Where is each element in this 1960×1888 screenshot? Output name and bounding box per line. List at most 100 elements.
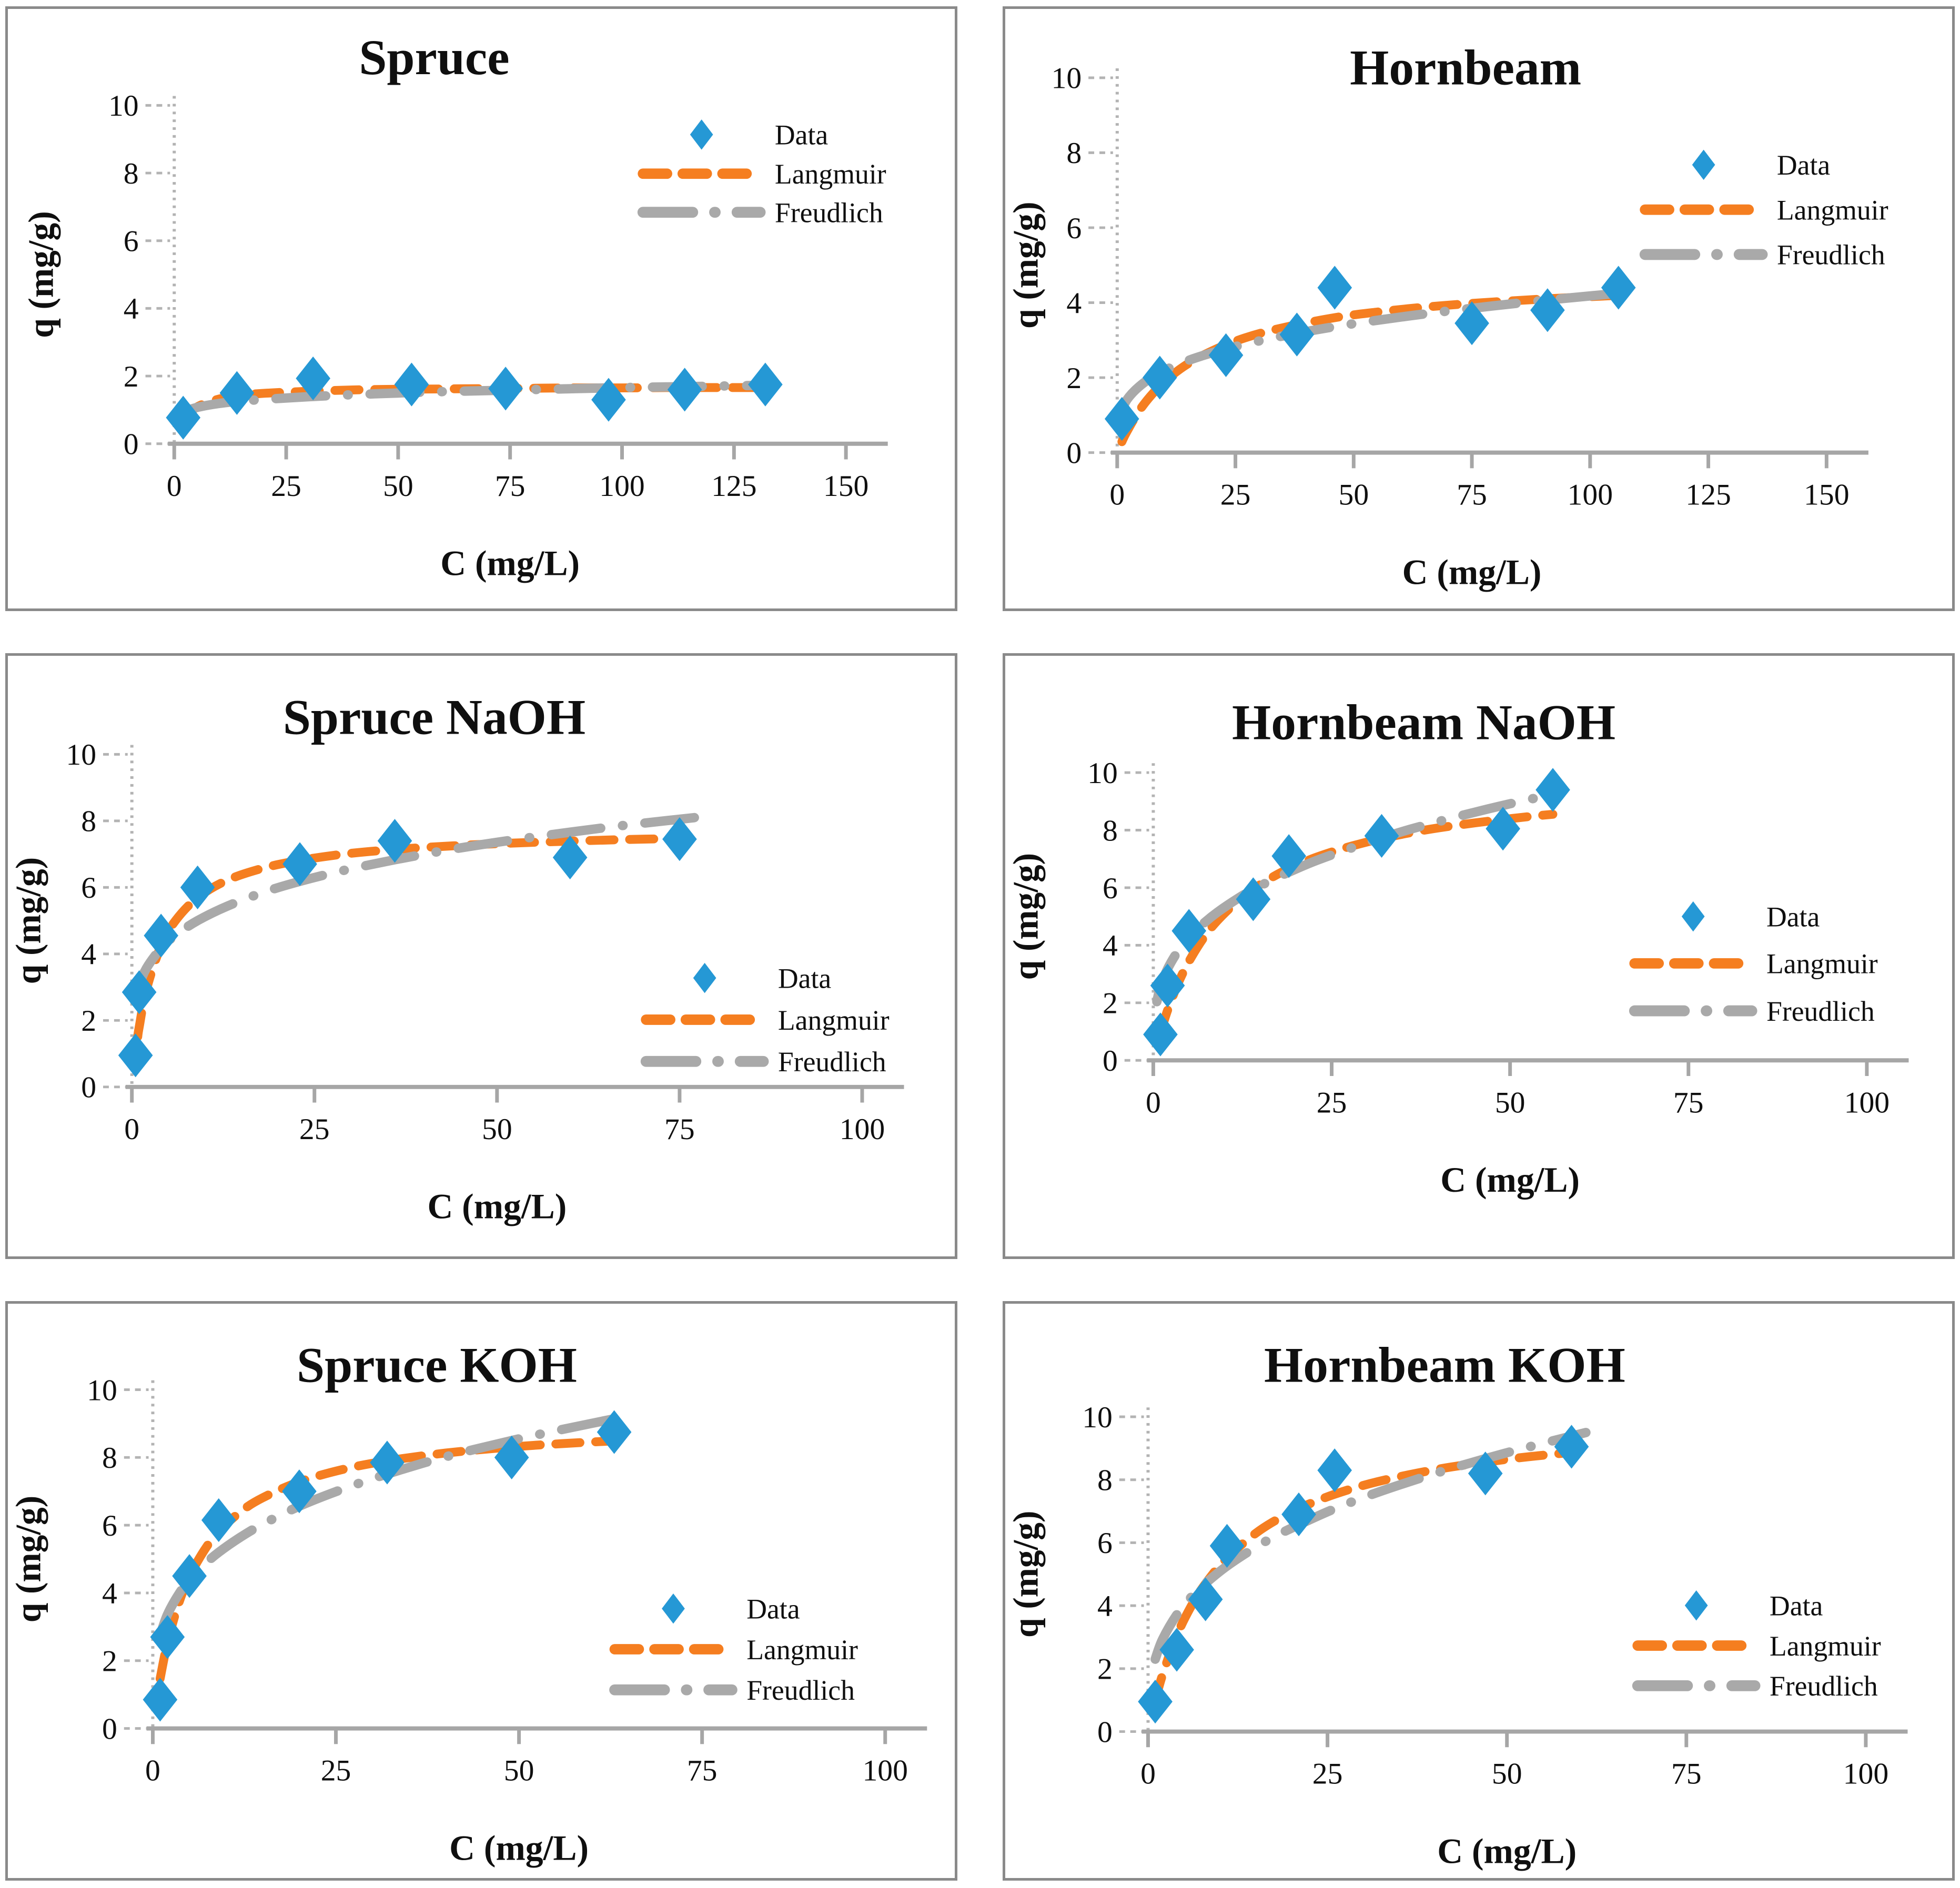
y-tick-label: 0 xyxy=(124,428,139,461)
y-tick-label: 2 xyxy=(81,1004,96,1038)
x-tick-label: 150 xyxy=(823,470,869,503)
x-tick-label: 75 xyxy=(1673,1086,1704,1119)
x-tick-label: 25 xyxy=(271,470,301,503)
y-axis-title: q (mg/g) xyxy=(9,1496,48,1622)
x-tick-label: 75 xyxy=(1671,1758,1702,1791)
y-tick-label: 4 xyxy=(124,292,139,326)
legend-label: Freudlich xyxy=(778,1046,886,1078)
data-point-diamond xyxy=(143,1678,178,1722)
y-tick-label: 2 xyxy=(102,1645,117,1678)
y-axis-title: q (mg/g) xyxy=(1006,1511,1046,1638)
x-tick-label: 50 xyxy=(1338,479,1369,512)
chart-title: Hornbeam KOH xyxy=(1264,1337,1625,1393)
data-point-diamond xyxy=(118,1033,153,1078)
y-tick-label: 10 xyxy=(87,1374,117,1407)
legend-diamond-icon xyxy=(1684,1590,1708,1621)
y-axis-title: q (mg/g) xyxy=(9,857,48,984)
x-tick-label: 25 xyxy=(321,1754,351,1788)
y-tick-label: 6 xyxy=(1103,872,1118,905)
data-point-diamond xyxy=(1104,397,1139,441)
legend-label: Data xyxy=(1770,1590,1823,1622)
chart-panel-spruce: Spruce 0 2 4 6 8 10 0 25 50 75 100 125 150 C (mg/L) q (… xyxy=(5,6,957,611)
legend-diamond-icon xyxy=(662,1593,685,1624)
y-tick-label: 4 xyxy=(81,938,96,971)
x-tick-label: 75 xyxy=(495,470,526,503)
y-tick-label: 0 xyxy=(1103,1044,1118,1078)
data-point-diamond xyxy=(1364,814,1399,858)
data-point-diamond xyxy=(1188,1577,1223,1621)
chart-panel-hornbeam-koh: Hornbeam KOH 0 2 4 6 8 10 0 25 50 75 100 C (mg/L) q (… xyxy=(1003,1301,1955,1881)
x-tick-label: 0 xyxy=(1146,1086,1161,1119)
legend-label: Langmuir xyxy=(1766,948,1878,980)
x-tick-label: 25 xyxy=(1312,1758,1343,1791)
y-tick-label: 2 xyxy=(1066,362,1082,395)
chart-panel-spruce-naoh: Spruce NaOH 0 2 4 6 8 10 0 25 50 75 100 C (mg/L) q (m… xyxy=(5,653,957,1259)
data-point-diamond xyxy=(201,1498,236,1542)
x-tick-label: 25 xyxy=(1317,1086,1347,1119)
y-tick-label: 6 xyxy=(1066,212,1082,245)
x-tick-label: 100 xyxy=(1844,1086,1890,1119)
data-point-diamond xyxy=(282,1469,317,1514)
x-tick-label: 0 xyxy=(124,1113,139,1146)
y-tick-label: 0 xyxy=(1066,437,1082,470)
data-point-diamond xyxy=(219,371,255,415)
x-tick-label: 0 xyxy=(1109,479,1125,512)
data-point-diamond xyxy=(1142,356,1177,400)
x-tick-label: 100 xyxy=(599,470,645,503)
x-tick-label: 75 xyxy=(664,1113,695,1146)
legend-label: Freudlich xyxy=(775,197,883,229)
data-point-diamond xyxy=(1535,768,1570,812)
y-tick-label: 6 xyxy=(124,225,139,258)
legend-label: Data xyxy=(775,119,829,151)
data-point-diamond xyxy=(667,368,702,412)
legend-diamond-icon xyxy=(1681,901,1705,932)
data-point-diamond xyxy=(1317,1448,1352,1493)
legend-label: Langmuir xyxy=(778,1004,890,1036)
chart-title: Spruce xyxy=(359,29,509,85)
x-tick-label: 0 xyxy=(1140,1758,1156,1791)
data-point-diamond xyxy=(1279,312,1315,357)
data-point-diamond xyxy=(591,378,626,422)
x-tick-label: 125 xyxy=(1685,479,1731,512)
x-axis-title: C (mg/L) xyxy=(1437,1831,1577,1871)
y-tick-label: 2 xyxy=(1103,987,1118,1020)
data-point-diamond xyxy=(488,367,523,411)
data-point-diamond xyxy=(552,835,588,880)
y-tick-label: 4 xyxy=(102,1577,117,1610)
data-point-diamond xyxy=(1159,1628,1194,1672)
x-tick-label: 50 xyxy=(383,470,413,503)
data-point-diamond xyxy=(150,1615,185,1659)
x-tick-label: 0 xyxy=(167,470,182,503)
y-tick-label: 10 xyxy=(66,738,96,772)
legend-label: Freudlich xyxy=(1766,996,1875,1027)
y-tick-label: 10 xyxy=(1052,62,1082,95)
legend-diamond-icon xyxy=(690,119,713,150)
legend-label: Langmuir xyxy=(746,1634,858,1666)
chart-title: Hornbeam NaOH xyxy=(1232,695,1615,750)
y-tick-label: 4 xyxy=(1066,287,1082,320)
legend-diamond-icon xyxy=(1692,149,1715,180)
x-tick-label: 100 xyxy=(840,1113,885,1146)
series-langmuir-curve xyxy=(133,834,684,1041)
data-point-diamond xyxy=(122,970,157,1014)
x-axis-title: C (mg/L) xyxy=(449,1828,589,1867)
data-point-diamond xyxy=(377,819,412,863)
y-tick-label: 2 xyxy=(1097,1653,1113,1686)
y-tick-label: 8 xyxy=(124,157,139,190)
y-tick-label: 6 xyxy=(1097,1527,1113,1560)
y-tick-label: 8 xyxy=(81,805,96,838)
legend-diamond-icon xyxy=(693,962,716,993)
data-point-diamond xyxy=(1236,877,1271,921)
x-tick-label: 100 xyxy=(1843,1758,1888,1791)
y-tick-label: 10 xyxy=(108,89,139,123)
y-tick-label: 6 xyxy=(102,1509,117,1542)
legend-label: Freudlich xyxy=(1777,239,1885,271)
data-point-diamond xyxy=(1454,301,1489,346)
legend-label: Langmuir xyxy=(775,158,886,190)
y-tick-label: 0 xyxy=(81,1071,96,1104)
